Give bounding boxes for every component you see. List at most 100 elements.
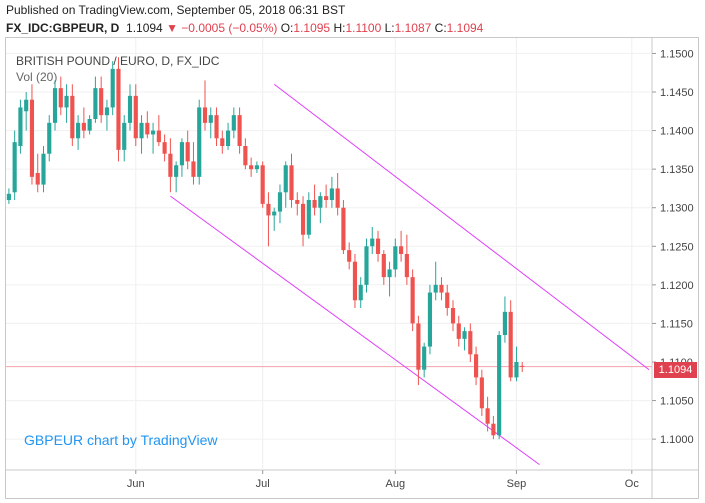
candle xyxy=(64,84,69,123)
candle xyxy=(99,76,104,123)
volume-legend[interactable]: Vol (20) xyxy=(16,70,58,84)
candle xyxy=(168,138,173,193)
candle-body xyxy=(364,246,369,285)
candle xyxy=(306,192,311,239)
candle xyxy=(127,84,133,131)
candle xyxy=(445,284,450,316)
candle xyxy=(410,269,415,332)
candle xyxy=(29,84,35,185)
candle-body xyxy=(497,335,502,436)
chart-frame[interactable] xyxy=(5,37,699,499)
candle-body xyxy=(514,362,519,378)
y-tick-label: 1.1350 xyxy=(660,164,694,176)
y-tick-label: 1.1250 xyxy=(660,241,694,253)
candles-layer xyxy=(6,57,525,440)
candle-body xyxy=(122,122,127,150)
candle xyxy=(347,242,352,270)
candle-body xyxy=(70,95,75,139)
y-tick-label: 1.1200 xyxy=(660,280,694,292)
candle xyxy=(225,122,231,150)
candle-body xyxy=(202,107,208,123)
candle-body xyxy=(272,211,277,216)
candle xyxy=(520,362,525,373)
candle-body xyxy=(179,142,184,166)
candle xyxy=(508,300,513,382)
x-tick-label: Jun xyxy=(127,478,145,490)
open-key: O: xyxy=(280,21,294,35)
candle-body xyxy=(404,254,409,278)
candle xyxy=(335,173,340,216)
candle xyxy=(416,315,421,386)
candle-body xyxy=(491,423,496,436)
channel-lower-line xyxy=(170,195,540,466)
y-tick-label: 1.1400 xyxy=(660,126,694,138)
candle-body xyxy=(352,261,358,301)
candle xyxy=(254,161,259,173)
candle-body xyxy=(300,203,306,235)
candle xyxy=(485,396,490,432)
last-price: 1.1094 xyxy=(126,21,163,35)
candle xyxy=(208,107,213,139)
channel-upper-line xyxy=(273,83,650,371)
candle-body xyxy=(104,107,110,116)
y-tick-label: 1.1450 xyxy=(660,87,694,99)
candle xyxy=(220,130,225,154)
candle-body xyxy=(520,365,525,367)
candle xyxy=(300,196,306,247)
candle xyxy=(283,161,288,208)
candle xyxy=(364,238,369,293)
candle-body xyxy=(76,122,81,139)
close-value: 1.1094 xyxy=(446,21,484,35)
candle-body xyxy=(191,161,196,177)
chart-legend-title[interactable]: BRITISH POUND / EURO, D, FX_IDC xyxy=(16,54,220,68)
candle xyxy=(439,277,444,301)
candle-body xyxy=(312,200,317,208)
candle-body xyxy=(225,130,231,146)
candle-body xyxy=(156,130,161,143)
candle xyxy=(370,227,375,254)
candle-body xyxy=(393,246,398,270)
candle-body xyxy=(35,173,40,185)
candle-body xyxy=(335,188,340,208)
watermark[interactable]: GBPEUR chart by TradingView xyxy=(24,432,218,448)
candle xyxy=(174,161,179,193)
candle-body xyxy=(133,95,138,139)
y-tick-label: 1.1000 xyxy=(660,434,694,446)
candle xyxy=(202,80,208,131)
candle xyxy=(387,261,392,297)
candle-body xyxy=(456,323,461,339)
candle-body xyxy=(93,88,98,119)
candle xyxy=(260,161,265,208)
candle-body xyxy=(283,165,288,193)
candle xyxy=(324,184,329,208)
candle xyxy=(422,342,427,378)
symbol-label[interactable]: FX_IDC:GBPEUR, D xyxy=(6,21,120,35)
candle-body xyxy=(399,246,404,254)
candle xyxy=(462,327,467,351)
candle xyxy=(139,115,144,154)
candle xyxy=(70,84,75,146)
candle xyxy=(110,61,115,116)
x-tick-label: Oc xyxy=(625,478,640,490)
candle xyxy=(243,138,248,170)
low-key: L: xyxy=(384,21,395,35)
candle-body xyxy=(220,138,225,146)
candle-body xyxy=(479,377,484,409)
candle-body xyxy=(185,142,190,162)
candle-body xyxy=(145,122,150,135)
candle xyxy=(479,369,484,416)
candle xyxy=(237,107,242,154)
candle xyxy=(341,200,346,254)
candle-body xyxy=(52,88,58,123)
candle xyxy=(358,277,363,308)
candle xyxy=(41,146,46,193)
candle-body xyxy=(358,284,363,301)
candle xyxy=(145,111,150,139)
candle xyxy=(214,107,219,146)
time-axis: Jun Jul Aug Sep Oc xyxy=(127,470,639,490)
candle xyxy=(116,57,121,162)
candle xyxy=(52,80,58,131)
candle-body xyxy=(151,130,156,135)
candle xyxy=(393,238,398,278)
